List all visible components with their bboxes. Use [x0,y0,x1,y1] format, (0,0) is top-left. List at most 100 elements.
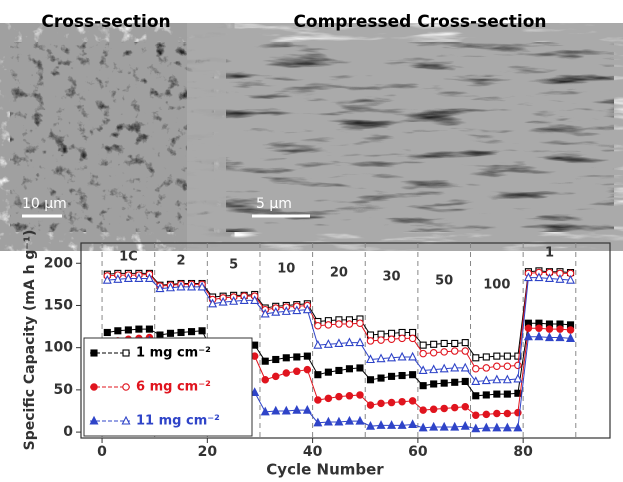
marker [189,329,195,335]
marker [483,411,489,417]
marker [325,369,331,375]
marker [452,379,458,385]
marker [473,355,479,361]
marker [336,393,342,399]
marker [504,353,510,359]
rate-label: 2 [176,254,185,269]
marker [346,393,352,399]
marker [441,405,447,411]
marker [441,340,447,346]
figure: Cross-section Compressed Cross-section 1… [0,0,623,482]
marker [262,358,268,364]
marker [367,402,373,408]
marker [146,326,152,332]
y-tick-label: 150 [44,297,73,313]
marker [557,326,563,332]
marker [504,363,510,369]
marker [462,378,468,384]
marker [389,373,395,379]
y-tick-label: 100 [44,340,73,356]
marker [273,356,279,362]
marker [283,370,289,376]
marker [430,406,436,412]
marker [368,377,374,383]
marker [399,329,405,335]
marker [388,336,394,342]
marker [494,353,500,359]
x-axis-label: Cycle Number [266,461,384,479]
marker [157,332,163,338]
marker [304,366,310,372]
marker [336,321,342,327]
marker [325,322,331,328]
panel-title: Compressed Cross-section [293,12,546,32]
x-tick-label: 80 [513,444,533,460]
y-axis-label: Specific Capacity (mA h g⁻¹) [22,230,38,451]
x-tick-label: 20 [198,444,218,460]
marker [136,326,142,332]
marker [104,329,110,335]
marker [483,365,489,371]
marker [462,404,468,410]
marker [494,363,500,369]
marker [178,329,184,335]
marker [431,381,437,387]
marker [199,328,205,334]
legend-label: 6 mg cm⁻² [136,380,211,395]
marker [410,329,416,335]
legend-label: 11 mg cm⁻² [136,414,220,429]
marker [409,335,415,341]
y-tick-label: 0 [63,424,73,440]
rate-label: 30 [383,270,401,285]
marker [410,372,416,378]
marker [452,348,458,354]
marker [378,337,384,343]
marker [409,398,415,404]
marker [473,393,479,399]
marker [441,380,447,386]
marker [304,353,310,359]
marker [473,412,479,418]
marker [283,355,289,361]
legend-marker [123,350,129,356]
x-tick-label: 40 [303,444,323,460]
marker [389,330,395,336]
marker [504,410,510,416]
marker [357,365,363,371]
legend-marker [123,384,129,390]
panel-title: Cross-section [41,12,170,32]
marker [536,325,542,331]
marker [378,331,384,337]
y-tick-label: 50 [54,382,74,398]
rate-label: 50 [435,274,453,289]
scale-bar-label: 5 µm [256,196,292,212]
marker [525,325,531,331]
marker [431,341,437,347]
marker [325,395,331,401]
marker [494,391,500,397]
marker [315,397,321,403]
rate-label: 20 [330,266,348,281]
x-tick-label: 0 [97,444,107,460]
marker [367,338,373,344]
marker [125,327,131,333]
marker [420,383,426,389]
marker [462,422,469,429]
marker [378,400,384,406]
marker [452,340,458,346]
marker [273,373,279,379]
marker [262,377,268,383]
legend-marker [91,384,97,390]
marker [420,342,426,348]
marker [452,404,458,410]
marker [357,392,363,398]
marker [441,349,447,355]
marker [473,366,479,372]
legend-label: 1 mg cm⁻² [136,346,211,361]
marker [388,399,394,405]
marker [504,391,510,397]
marker [399,335,405,341]
marker [399,399,405,405]
marker [346,366,352,372]
marker [336,367,342,373]
